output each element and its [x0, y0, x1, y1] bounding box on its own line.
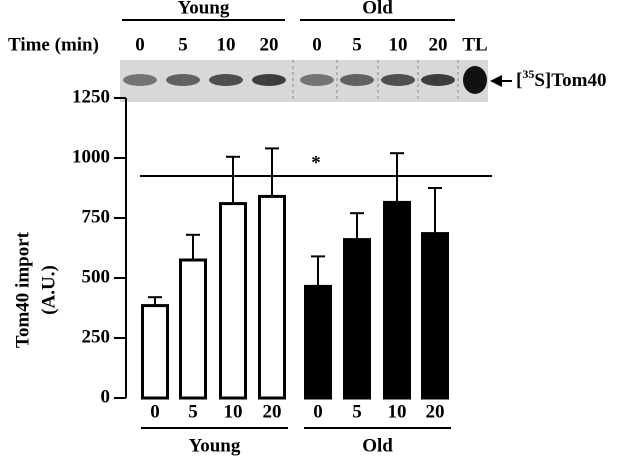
bar [141, 304, 169, 400]
lane-label: 20 [260, 34, 279, 55]
time-label: Time (min) [8, 34, 99, 55]
bar [258, 194, 286, 400]
bar [383, 200, 411, 400]
blot-band [123, 74, 157, 86]
x-tick-label: 20 [263, 401, 282, 422]
x-tick-label: 10 [224, 401, 243, 422]
x-tick-label: 0 [150, 401, 160, 422]
legend-label: Old [362, 435, 393, 456]
blot-band [166, 74, 200, 86]
bar [421, 232, 449, 400]
band-label: [35S]Tom40 [516, 67, 606, 92]
y-axis-label: (A.U.) [38, 265, 59, 315]
blot-band [300, 74, 334, 86]
blot-band [421, 74, 455, 86]
blot-band [463, 66, 487, 94]
lane-label: 20 [429, 34, 448, 55]
x-tick-label: 10 [388, 401, 407, 422]
lane-label: 5 [352, 34, 362, 55]
bar [304, 284, 332, 400]
lane-label: 0 [135, 34, 145, 55]
x-tick-label: 0 [313, 401, 323, 422]
x-tick-label: 20 [426, 401, 445, 422]
y-axis-label: Tom40 import [12, 231, 33, 348]
bar [179, 258, 207, 400]
blot-group-label: Young [178, 0, 230, 18]
blot-band [340, 74, 374, 86]
lane-label: 10 [389, 34, 408, 55]
arrow-head [490, 75, 502, 87]
legend-label: Young [189, 435, 241, 456]
lane-label: 0 [312, 34, 322, 55]
lane-dividers [292, 60, 459, 102]
y-tick-label: 500 [82, 266, 111, 287]
bar [219, 202, 247, 400]
y-tick-label: 750 [82, 206, 111, 227]
blot-band [381, 74, 415, 86]
y-tick-label: 0 [101, 386, 111, 407]
blot-group-label: Old [362, 0, 393, 18]
lane-label: 10 [217, 34, 236, 55]
blot-band [252, 74, 286, 86]
y-tick-label: 1250 [72, 86, 110, 107]
x-tick-label: 5 [352, 401, 362, 422]
y-tick-label: 250 [82, 326, 111, 347]
x-tick-label: 5 [188, 401, 198, 422]
y-tick-label: 1000 [72, 146, 110, 167]
lane-label: TL [462, 34, 487, 55]
significance-mark: * [311, 152, 321, 173]
blot-band [209, 74, 243, 86]
bar [343, 238, 371, 400]
lane-label: 5 [178, 34, 188, 55]
